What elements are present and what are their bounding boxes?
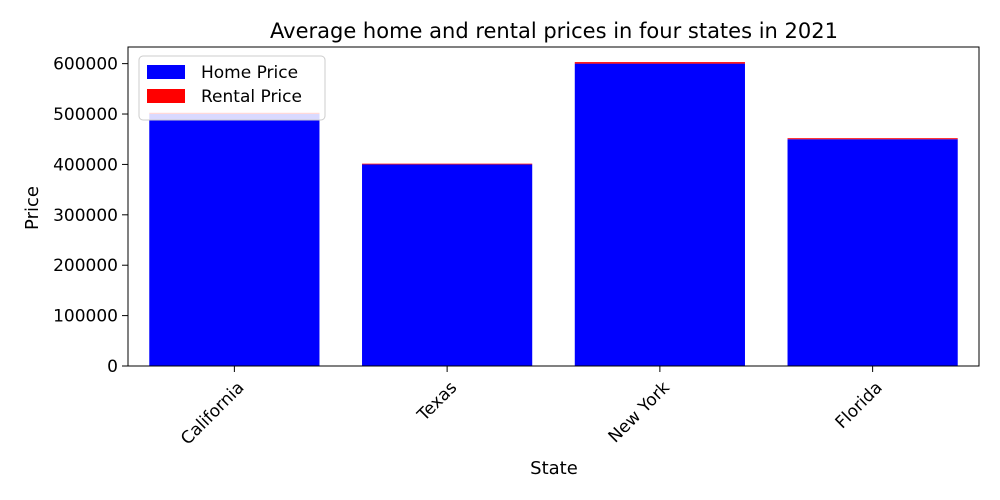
y-tick-label: 400000 [53,155,118,175]
legend: Home Price Rental Price [138,55,326,121]
legend-label: Rental Price [201,87,302,107]
y-axis-ticks: 0 100000 200000 300000 400000 500000 600000 [53,55,128,377]
bar-rental-price-texas [362,163,533,165]
y-tick-label: 500000 [53,105,118,125]
bar-rental-price-new-york [574,62,745,64]
x-axis-label: State [530,458,578,479]
x-tick-label: Texas [413,378,461,426]
plot-area-frame [127,46,980,367]
legend-label: Home Price [201,63,298,83]
bars-layer [149,62,958,367]
chart-title: Average home and rental prices in four s… [270,19,838,43]
bar-home-price-california [149,114,320,367]
y-tick-label: 0 [107,357,118,377]
x-tick-label: California [177,378,248,449]
legend-swatch [147,89,185,103]
legend-swatch [147,65,185,79]
x-tick-label: New York [605,378,674,447]
x-axis-ticks: California Texas New York Florida [177,366,887,449]
y-tick-label: 100000 [53,307,118,327]
y-tick-label: 600000 [53,55,118,75]
bar-home-price-florida [787,139,958,366]
bar-home-price-new-york [574,63,745,366]
bar-home-price-texas [362,164,533,366]
legend-box [138,55,326,121]
y-tick-label: 200000 [53,256,118,276]
bar-rental-price-florida [787,138,958,140]
x-tick-label: Florida [832,378,887,433]
y-axis-label: Price [22,186,43,230]
y-tick-label: 300000 [53,206,118,226]
